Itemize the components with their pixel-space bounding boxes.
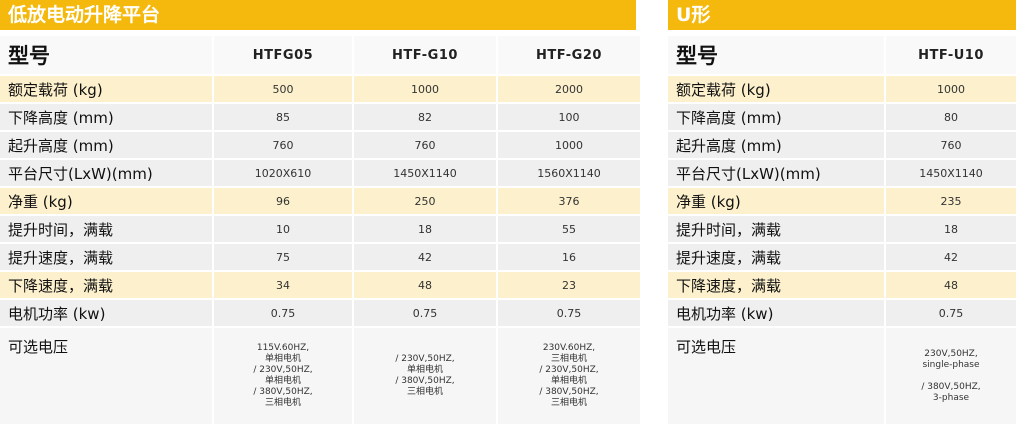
value-cell: 2000 [498, 76, 640, 102]
voltage-line: 三相电机 [550, 354, 587, 364]
value-cell: 0.75 [354, 300, 496, 326]
value-cell: 760 [886, 132, 1016, 158]
voltage-line: 三相电机 [550, 398, 587, 408]
voltage-cell: 115V.60HZ, 单相电机/ 230V,50HZ, 单相电机/ 380V,50H… [214, 328, 352, 424]
voltage-line: / 380V,50HZ, [539, 387, 599, 397]
model-name: HTF-U10 [886, 36, 1016, 74]
model-name: HTFG05 [214, 36, 352, 74]
voltage-line: 3-phase [932, 392, 970, 403]
row-label: 平台尺寸(LxW)(mm) [0, 160, 212, 186]
value-cell: 500 [214, 76, 352, 102]
row-label: 可选电压 [668, 328, 884, 424]
row-label: 净重 (kg) [668, 188, 884, 214]
value-cell: 85 [214, 104, 352, 130]
row-label: 平台尺寸(LxW)(mm) [668, 160, 884, 186]
table-title: 低放电动升降平台 [0, 0, 636, 30]
value-cell: 82 [354, 104, 496, 130]
row-label: 可选电压 [0, 328, 212, 424]
value-cell: 18 [354, 216, 496, 242]
value-cell: 1450X1140 [354, 160, 496, 186]
value-cell: 48 [886, 272, 1016, 298]
voltage-line: / 230V,50HZ, [253, 365, 313, 375]
header-label: 型号 [0, 36, 212, 74]
row-label: 净重 (kg) [0, 188, 212, 214]
model-name: HTF-G20 [498, 36, 640, 74]
value-cell: 100 [498, 104, 640, 130]
value-cell: 48 [354, 272, 496, 298]
row-label: 提升速度，满载 [668, 244, 884, 270]
row-label: 起升高度 (mm) [668, 132, 884, 158]
row-label: 下降速度，满载 [0, 272, 212, 298]
value-cell: 1450X1140 [886, 160, 1016, 186]
value-cell: 55 [498, 216, 640, 242]
voltage-line: 三相电机 [406, 387, 443, 397]
voltage-line: / 380V,50HZ, [395, 376, 455, 386]
row-label: 提升时间，满载 [668, 216, 884, 242]
row-label: 提升速度，满载 [0, 244, 212, 270]
value-cell: 34 [214, 272, 352, 298]
value-cell: 1000 [886, 76, 1016, 102]
voltage-line: 单相电机 [264, 376, 301, 386]
voltage-line: / 380V,50HZ, [253, 387, 313, 397]
value-cell: 0.75 [498, 300, 640, 326]
row-label: 下降高度 (mm) [0, 104, 212, 130]
row-label: 额定载荷 (kg) [0, 76, 212, 102]
voltage-line: / 230V,50HZ, [539, 365, 599, 375]
voltage-line: / 380V,50HZ, [921, 381, 981, 392]
voltage-line: 单相电机 [406, 365, 443, 375]
voltage-cell: / 230V,50HZ, 单相电机/ 380V,50HZ, 三相电机 [354, 328, 496, 424]
value-cell: 760 [354, 132, 496, 158]
model-name: HTF-G10 [354, 36, 496, 74]
value-cell: 0.75 [886, 300, 1016, 326]
value-cell: 376 [498, 188, 640, 214]
row-label: 额定载荷 (kg) [668, 76, 884, 102]
row-label: 提升时间，满载 [0, 216, 212, 242]
value-cell: 1020X610 [214, 160, 352, 186]
value-cell: 1000 [498, 132, 640, 158]
voltage-cell: 230V,50HZ, single-phase / 380V,50HZ, 3-phas… [886, 328, 1016, 424]
value-cell: 250 [354, 188, 496, 214]
value-cell: 1000 [354, 76, 496, 102]
voltage-cell: 230V.60HZ, 三相电机/ 230V,50HZ, 单相电机/ 380V,50H… [498, 328, 640, 424]
voltage-line: 三相电机 [264, 398, 301, 408]
value-cell: 16 [498, 244, 640, 270]
value-cell: 18 [886, 216, 1016, 242]
value-cell: 96 [214, 188, 352, 214]
header-label: 型号 [668, 36, 884, 74]
row-label: 起升高度 (mm) [0, 132, 212, 158]
value-cell: 1560X1140 [498, 160, 640, 186]
value-cell: 760 [214, 132, 352, 158]
voltage-line: single-phase [922, 359, 980, 370]
row-label: 电机功率 (kw) [0, 300, 212, 326]
voltage-line: 230V.60HZ, [542, 343, 596, 353]
value-cell: 75 [214, 244, 352, 270]
voltage-line: 单相电机 [264, 354, 301, 364]
row-label: 下降速度，满载 [668, 272, 884, 298]
value-cell: 42 [886, 244, 1016, 270]
value-cell: 23 [498, 272, 640, 298]
voltage-line: 115V.60HZ, [256, 343, 310, 353]
value-cell: 42 [354, 244, 496, 270]
voltage-line: 230V,50HZ, [924, 348, 978, 359]
table-title: U形 [668, 0, 1016, 30]
value-cell: 235 [886, 188, 1016, 214]
voltage-line: 单相电机 [550, 376, 587, 386]
row-label: 下降高度 (mm) [668, 104, 884, 130]
value-cell: 10 [214, 216, 352, 242]
value-cell: 80 [886, 104, 1016, 130]
row-label: 电机功率 (kw) [668, 300, 884, 326]
value-cell: 0.75 [214, 300, 352, 326]
voltage-line: / 230V,50HZ, [395, 354, 455, 364]
